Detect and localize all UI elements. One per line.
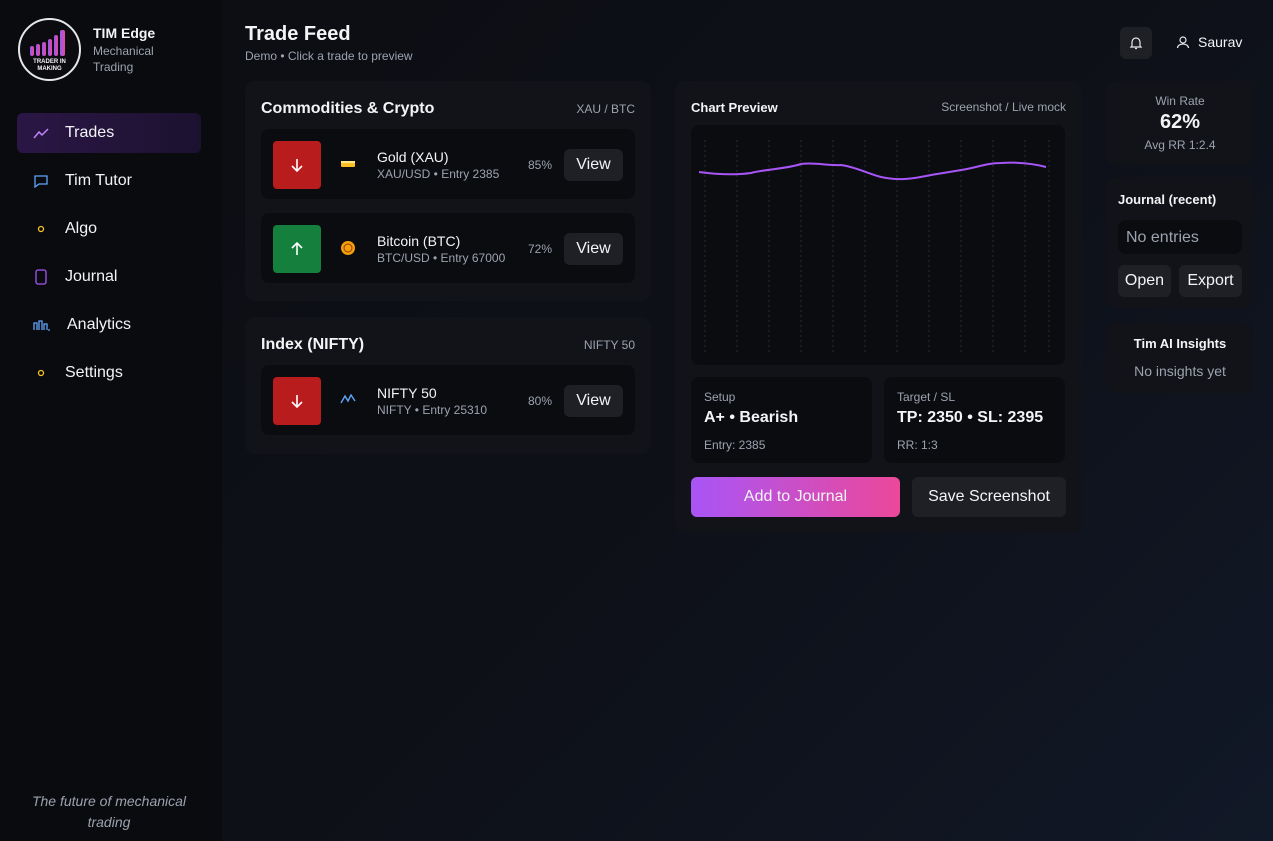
insights-empty: No insights yet (1134, 363, 1226, 379)
section-title: Commodities & Crypto (261, 100, 435, 117)
journal-empty: No entries (1118, 220, 1242, 254)
card-label: Setup (704, 390, 736, 404)
logo[interactable]: TRADER IN MAKING (18, 18, 81, 81)
card-value: A+ • Bearish (704, 409, 799, 426)
trade-confidence: 80% (527, 394, 552, 408)
sidebar: TRADER IN MAKING TIM Edge Mechanical Tra… (0, 0, 222, 841)
section-tag: NIFTY 50 (583, 338, 635, 352)
setup-card: Setup A+ • Bearish Entry: 2385 (691, 377, 872, 463)
icon (37, 225, 45, 233)
trade-detail: NIFTY • Entry 25310 (377, 403, 488, 417)
section-title: Index (NIFTY) (261, 336, 365, 353)
save-screenshot-button[interactable]: Save Screenshot (912, 477, 1066, 517)
add-to-journal-button[interactable]: Add to Journal (691, 477, 900, 517)
gold-icon (341, 161, 355, 167)
icon (35, 269, 47, 285)
trade-confidence: 85% (527, 158, 552, 172)
arrow-down (291, 159, 303, 172)
sidebar-footer: The future of mechanical trading (31, 793, 187, 830)
card-title: Journal (recent) (1118, 192, 1217, 207)
direction-badge (273, 141, 321, 189)
user-icon (1176, 36, 1190, 49)
trade-name: NIFTY 50 (377, 385, 437, 401)
panel-tag: Screenshot / Live mock (941, 100, 1066, 114)
trade-detail: BTC/USD • Entry 67000 (377, 251, 506, 265)
view-button[interactable]: View (564, 233, 623, 265)
user-menu[interactable]: Saurav (1176, 34, 1242, 50)
target-card: Target / SL TP: 2350 • SL: 2395 RR: 1:3 (884, 377, 1065, 463)
user-name: Saurav (1198, 34, 1243, 50)
nav-item[interactable]: Algo (17, 209, 201, 249)
mock-price-line (698, 161, 1047, 181)
nav-item[interactable]: Trades (17, 113, 201, 153)
trade-name: Gold (XAU) (377, 149, 449, 165)
nav-label: Journal (65, 268, 118, 285)
nav-item[interactable]: Journal (17, 257, 201, 297)
direction-badge (273, 377, 321, 425)
trade-card[interactable]: Bitcoin (BTC) BTC/USD • Entry 67000 72% … (261, 213, 635, 283)
arrow-up (291, 242, 303, 255)
logo-bars (30, 30, 65, 56)
nav-item[interactable]: Analytics (17, 305, 201, 345)
feed-section: Commodities & Crypto XAU / BTC Gold (XAU… (245, 81, 651, 301)
nav-item[interactable]: Settings (17, 353, 201, 393)
chart-preview-panel: Chart Preview Screenshot / Live mock Set… (675, 81, 1082, 533)
page-subtitle: Demo • Click a trade to preview (245, 49, 413, 63)
feed-section: Index (NIFTY) NIFTY 50 NIFTY 50 NIFTY • … (245, 317, 651, 454)
icon (37, 369, 45, 377)
nav-label: Tim Tutor (65, 172, 132, 189)
direction-badge (273, 225, 321, 273)
chart-mock (691, 125, 1065, 365)
trade-confidence: 72% (527, 242, 552, 256)
brand-name: TIM Edge (93, 25, 156, 41)
win-rate-card: Win Rate 62% Avg RR 1:2.4 (1106, 81, 1254, 165)
bell-icon (1129, 37, 1143, 50)
stat-label: Win Rate (1155, 94, 1205, 108)
journal-card: Journal (recent) No entries Open Export (1106, 177, 1254, 308)
icon (33, 320, 50, 331)
card-value: TP: 2350 • SL: 2395 (897, 409, 1044, 426)
trade-card[interactable]: Gold (XAU) XAU/USD • Entry 2385 85% View (261, 129, 635, 199)
export-button[interactable]: Export (1179, 265, 1242, 297)
trade-card[interactable]: NIFTY 50 NIFTY • Entry 25310 80% View (261, 365, 635, 435)
bitcoin-icon (341, 241, 355, 255)
stat-note: Avg RR 1:2.4 (1144, 138, 1216, 152)
page-title: Trade Feed (245, 23, 351, 45)
arrow-down (291, 395, 303, 408)
trade-name: Bitcoin (BTC) (377, 233, 461, 249)
panel-title: Chart Preview (691, 100, 778, 115)
card-title: Tim AI Insights (1133, 336, 1227, 351)
card-note: RR: 1:3 (897, 438, 938, 452)
nav-label: Settings (65, 364, 123, 381)
trade-detail: XAU/USD • Entry 2385 (377, 167, 500, 181)
open-button[interactable]: Open (1118, 265, 1171, 297)
index-icon (340, 393, 356, 404)
nav-label: Analytics (67, 316, 132, 333)
brand-tagline: Mechanical Trading (93, 44, 154, 74)
icon (34, 175, 48, 188)
notifications-button[interactable] (1120, 27, 1152, 59)
insights-card: Tim AI Insights No insights yet (1106, 323, 1254, 393)
section-tag: XAU / BTC (576, 102, 635, 116)
card-note: Entry: 2385 (704, 438, 766, 452)
icon (33, 128, 49, 139)
nav-label: Trades (65, 124, 115, 141)
logo-text: TRADER IN MAKING (33, 59, 66, 72)
nav-item[interactable]: Tim Tutor (17, 161, 201, 201)
stat-value: 62% (1159, 111, 1201, 133)
nav-label: Algo (65, 220, 98, 237)
card-label: Target / SL (897, 390, 956, 404)
view-button[interactable]: View (564, 385, 623, 417)
view-button[interactable]: View (564, 149, 623, 181)
